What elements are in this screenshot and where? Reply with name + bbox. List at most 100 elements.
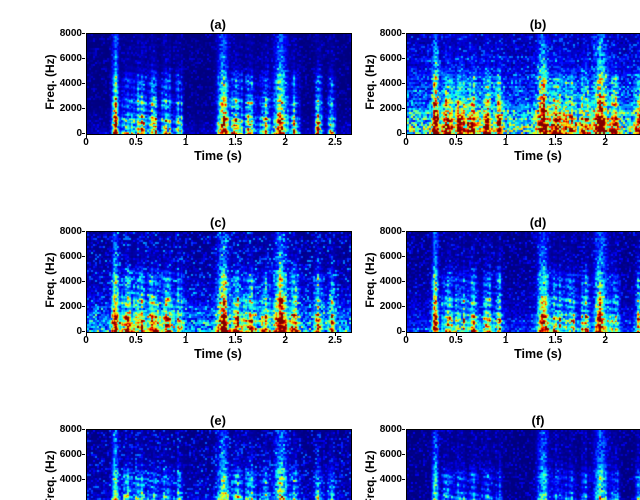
y-tick-label: 2000 [59,103,82,114]
y-tick-label: 8000 [59,424,82,435]
x-tick-label: 1.5 [228,137,243,148]
y-tick-label: 4000 [59,276,82,287]
plot-area [406,231,640,333]
y-tick-label: 4000 [379,474,402,485]
x-tick-label: 2.5 [328,335,342,346]
y-tick-label: 6000 [379,251,402,262]
y-tick-label: 4000 [59,474,82,485]
y-tick-mark [82,108,85,109]
spectrogram-image [407,232,640,332]
panel-title: (a) [210,17,226,32]
x-tick-label: 0.5 [448,137,463,148]
x-tick-mark [555,333,557,336]
y-tick-mark [402,33,405,34]
x-tick-label: 2 [282,335,289,346]
x-tick-mark [235,135,237,138]
x-tick-mark [555,135,557,138]
y-tick-mark [82,58,85,59]
y-tick-label: 0 [76,128,82,139]
x-tick-label: 2.5 [635,137,640,148]
x-tick-mark [335,333,337,336]
panel-title: (e) [210,413,226,428]
y-tick-mark [402,83,405,84]
x-tick-label: 0 [83,335,89,346]
x-tick-label: 2 [282,137,289,148]
y-tick-mark [82,306,85,307]
x-tick-label: 2.5 [635,335,640,346]
x-axis-label: Time (s) [514,149,562,163]
x-tick-mark [185,135,187,138]
y-tick-mark [82,133,85,134]
spectrogram-image [87,34,351,134]
y-tick-mark [402,454,405,455]
x-tick-label: 0.5 [448,335,463,346]
x-tick-mark [505,333,507,336]
spectrogram-image [87,430,351,500]
y-tick-label: 0 [396,326,402,337]
x-tick-mark [86,135,87,138]
x-tick-label: 1.5 [548,137,563,148]
y-tick-mark [82,479,85,480]
x-tick-mark [86,333,87,336]
x-axis-label: Time (s) [194,149,242,163]
y-tick-mark [402,306,405,307]
x-tick-label: 0 [83,137,89,148]
x-tick-label: 0.5 [128,137,143,148]
x-tick-mark [135,333,137,336]
y-tick-label: 2000 [379,301,402,312]
x-tick-mark [285,135,287,138]
y-tick-mark [402,133,405,134]
y-tick-mark [82,429,85,430]
y-tick-mark [82,454,85,455]
y-tick-label: 6000 [59,251,82,262]
y-tick-mark [402,331,405,332]
panel-title: (f) [531,413,545,428]
x-tick-mark [135,135,137,138]
x-axis-label: Time (s) [194,347,242,361]
panel-title: (c) [210,215,226,230]
x-tick-label: 1.5 [228,335,243,346]
y-tick-label: 8000 [59,226,82,237]
x-tick-mark [406,135,407,138]
plot-area [86,429,352,500]
y-tick-label: 4000 [379,78,402,89]
y-tick-label: 6000 [379,449,402,460]
spectrogram-panel-d: (d) Freq. (Hz) Time (s) 00.511.522.50200… [360,214,640,380]
x-axis-label: Time (s) [514,347,562,361]
y-tick-label: 6000 [59,53,82,64]
y-tick-label: 2000 [379,103,402,114]
y-tick-mark [82,83,85,84]
y-tick-label: 6000 [379,53,402,64]
y-tick-mark [82,281,85,282]
spectrogram-image [407,34,640,134]
plot-area [86,33,352,135]
x-tick-label: 1 [182,137,189,148]
x-tick-mark [605,135,607,138]
y-tick-label: 4000 [379,276,402,287]
y-tick-mark [82,33,85,34]
y-tick-mark [402,281,405,282]
x-tick-mark [285,333,287,336]
y-tick-label: 8000 [59,28,82,39]
y-tick-label: 6000 [59,449,82,460]
x-tick-mark [235,333,237,336]
plot-area [406,429,640,500]
spectrogram-panel-b: (b) Freq. (Hz) Time (s) 00.511.522.50200… [360,16,640,182]
x-tick-label: 1.5 [548,335,563,346]
spectrogram-panel-f: (f) Freq. (Hz) Time (s) 00.511.522.50200… [360,412,640,500]
y-tick-mark [402,231,405,232]
x-tick-mark [455,333,457,336]
x-tick-mark [406,333,407,336]
y-tick-mark [402,108,405,109]
y-tick-mark [82,256,85,257]
panel-title: (d) [529,215,547,230]
x-tick-label: 2 [602,137,609,148]
spectrogram-image [87,232,351,332]
spectrogram-panel-c: (c) Freq. (Hz) Time (s) 0 0.5 1 1.5 2 2.5 0 200… [40,214,360,380]
y-tick-label: 2000 [59,301,82,312]
y-tick-mark [402,58,405,59]
y-tick-label: 8000 [379,226,402,237]
x-tick-label: 2 [602,335,609,346]
spectrogram-image [407,430,640,500]
